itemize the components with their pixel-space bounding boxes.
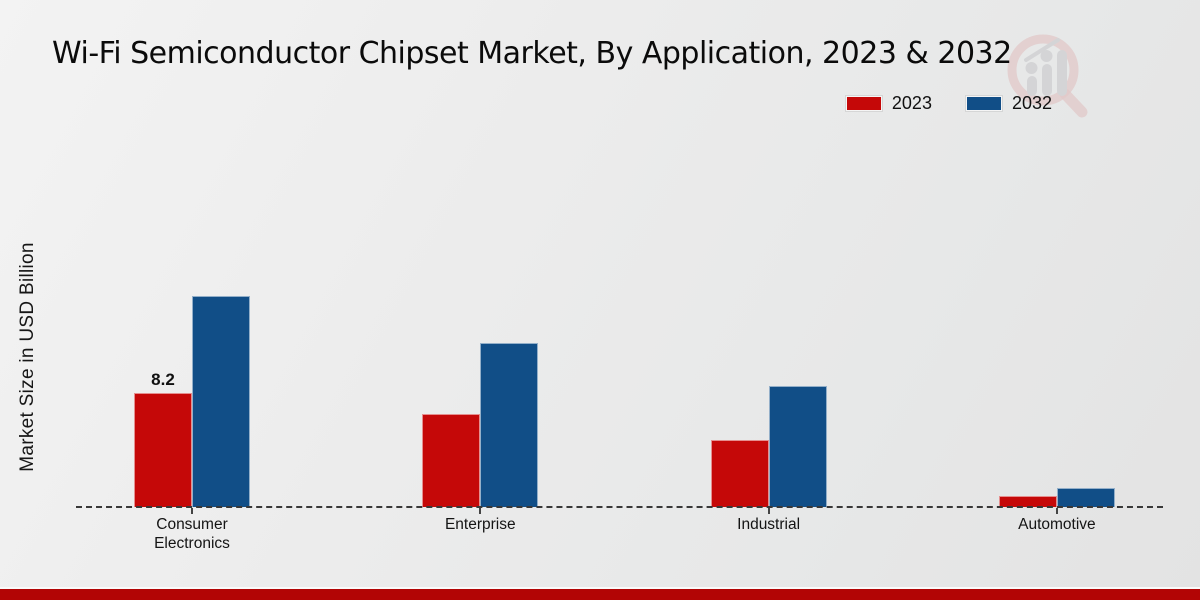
category-label-industrial: Industrial (737, 516, 801, 533)
axis-tick-consumer-electronics (191, 508, 193, 514)
bar-value-label: 8.2 (151, 370, 175, 389)
x-axis-baseline (76, 506, 1163, 508)
bar-2032-consumer-electronics (192, 296, 250, 507)
footer-accent-strip (0, 587, 1200, 600)
legend-label: 2023 (891, 93, 932, 113)
axis-tick-automotive (1055, 508, 1058, 514)
bar-2032-automotive (1056, 488, 1115, 507)
legend-label: 2032 (1011, 93, 1052, 113)
bar-2023-automotive (998, 496, 1057, 507)
category-label-enterprise: Enterprise (444, 516, 516, 533)
watermark-logo (1007, 34, 1088, 118)
y-axis-label: Market Size in USD Billion (17, 242, 38, 472)
bar-2023-enterprise (422, 414, 481, 507)
bar-2032-enterprise (480, 343, 539, 507)
legend-swatch-2032 (965, 96, 1002, 111)
legend-item-2032: 2032 (965, 93, 1052, 114)
category-label-automotive: Automotive (1018, 516, 1096, 533)
chart-legend: 2023 2032 (845, 93, 1052, 114)
bar-2023-industrial (710, 440, 769, 507)
legend-swatch-2023 (845, 96, 882, 111)
axis-tick-industrial (767, 508, 770, 514)
chart-title: Wi-Fi Semiconductor Chipset Market, By A… (52, 36, 1012, 71)
category-label-consumer-electronics: Consumer Electronics (154, 516, 230, 553)
legend-item-2023: 2023 (845, 93, 932, 114)
axis-tick-enterprise (479, 508, 482, 514)
bar-2023-consumer-electronics (134, 393, 192, 507)
bar-2032-industrial (768, 386, 827, 507)
